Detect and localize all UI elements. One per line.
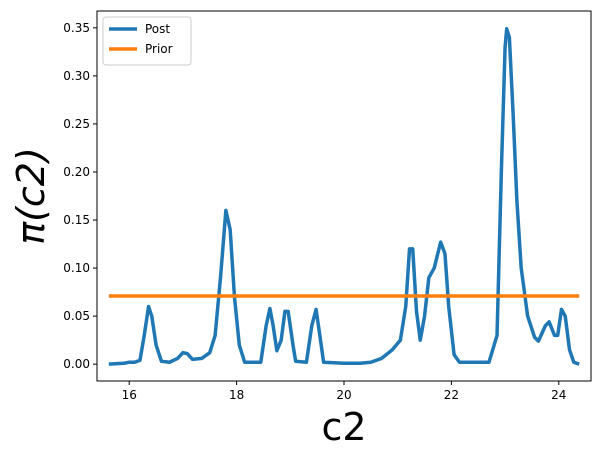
legend: Post Prior — [102, 16, 192, 66]
legend-label-prior: Prior — [145, 42, 173, 56]
y-axis: 0.00 0.05 0.10 0.15 0.20 0.25 0.30 0.35 — [63, 21, 97, 371]
x-tick-label: 24 — [551, 388, 566, 402]
y-tick-label: 0.05 — [63, 309, 90, 323]
x-tick-label: 18 — [229, 388, 244, 402]
y-tick-label: 0.15 — [63, 213, 90, 227]
y-tick-label: 0.35 — [63, 21, 90, 35]
legend-label-post: Post — [145, 22, 170, 36]
series-line-post — [108, 27, 580, 366]
x-tick-label: 16 — [122, 388, 137, 402]
y-tick-label: 0.10 — [63, 261, 90, 275]
x-tick-label: 22 — [444, 388, 459, 402]
x-tick-label: 20 — [336, 388, 351, 402]
series-layer — [108, 27, 580, 366]
y-tick-label: 0.25 — [63, 117, 90, 131]
x-axis-title: c2 — [321, 405, 366, 449]
y-tick-label: 0.30 — [63, 69, 90, 83]
x-axis: 16 18 20 22 24 — [122, 381, 566, 402]
y-tick-label: 0.00 — [63, 357, 90, 371]
y-axis-title: π(c2) — [9, 147, 53, 245]
y-tick-label: 0.20 — [63, 165, 90, 179]
